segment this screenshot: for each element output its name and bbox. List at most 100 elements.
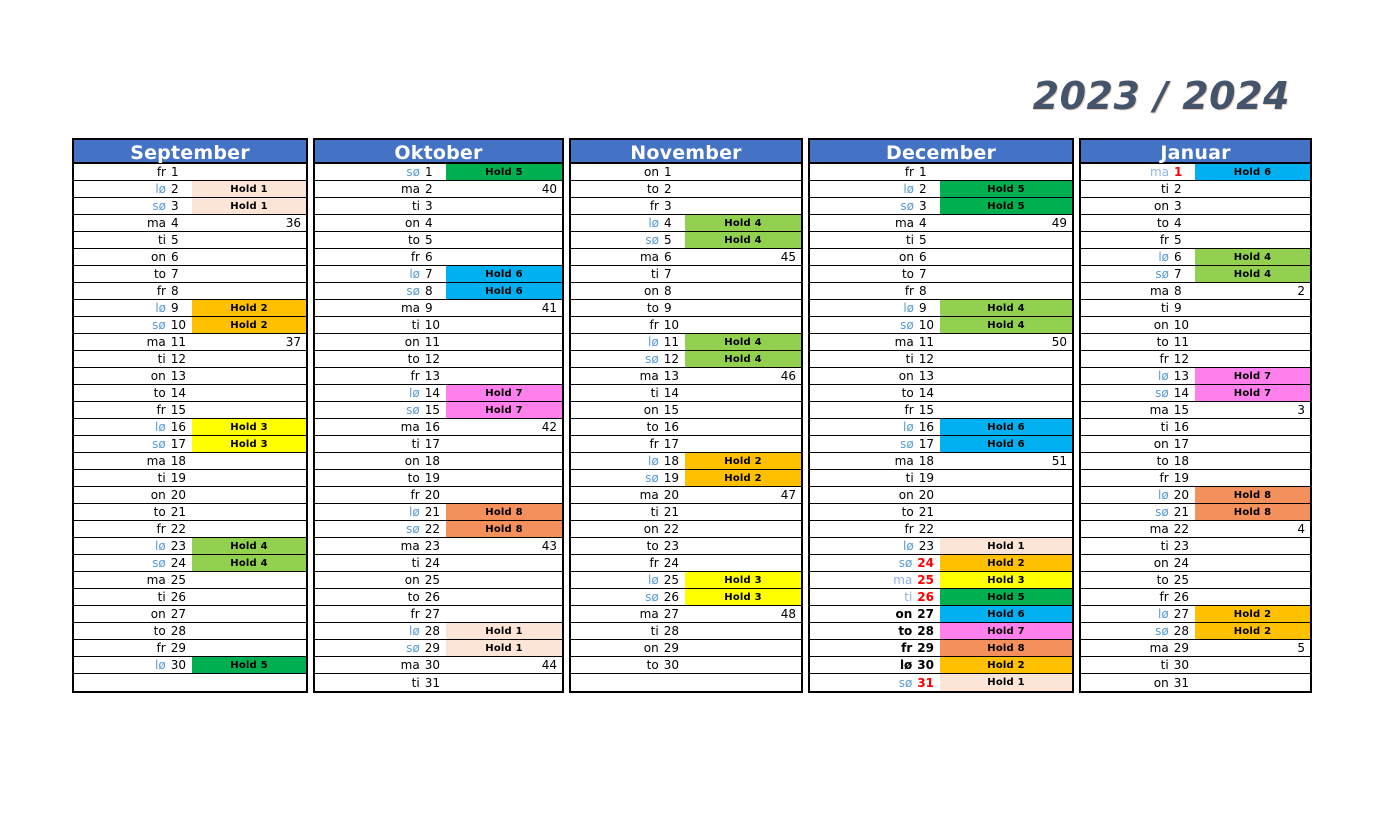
- day-row[interactable]: fr 1: [74, 164, 306, 181]
- day-row[interactable]: to 9: [571, 300, 801, 317]
- day-row[interactable]: fr 3: [571, 198, 801, 215]
- day-row[interactable]: to 23: [571, 538, 801, 555]
- day-row[interactable]: ti 7: [571, 266, 801, 283]
- day-row[interactable]: ma 9 41: [315, 300, 562, 317]
- day-row[interactable]: ti 19: [74, 470, 306, 487]
- day-row[interactable]: lø 13 Hold 7: [1081, 368, 1310, 385]
- day-row[interactable]: fr 22: [74, 521, 306, 538]
- hold-band[interactable]: Hold 2: [685, 453, 801, 469]
- day-row[interactable]: sø 3 Hold 1: [74, 198, 306, 215]
- day-row[interactable]: lø 16 Hold 3: [74, 419, 306, 436]
- hold-band[interactable]: Hold 7: [446, 385, 562, 401]
- hold-band[interactable]: Hold 4: [192, 538, 306, 554]
- day-row[interactable]: sø 3 Hold 5: [810, 198, 1072, 215]
- day-row[interactable]: ti 24: [315, 555, 562, 572]
- day-row[interactable]: ma 11 50: [810, 334, 1072, 351]
- day-row[interactable]: ti 19: [810, 470, 1072, 487]
- day-row[interactable]: fr 17: [571, 436, 801, 453]
- day-row[interactable]: on 3: [1081, 198, 1310, 215]
- hold-band[interactable]: Hold 8: [940, 640, 1072, 656]
- day-row[interactable]: on 29: [571, 640, 801, 657]
- hold-band[interactable]: Hold 4: [685, 215, 801, 231]
- hold-band[interactable]: Hold 5: [446, 164, 562, 180]
- day-row[interactable]: sø 24 Hold 2: [810, 555, 1072, 572]
- hold-band[interactable]: Hold 1: [940, 538, 1072, 554]
- day-row[interactable]: to 18: [1081, 453, 1310, 470]
- day-row[interactable]: ti 10: [315, 317, 562, 334]
- hold-band[interactable]: Hold 4: [192, 555, 306, 571]
- hold-band[interactable]: Hold 6: [940, 436, 1072, 452]
- day-row[interactable]: [74, 674, 306, 691]
- day-row[interactable]: ma 13 46: [571, 368, 801, 385]
- day-row[interactable]: sø 24 Hold 4: [74, 555, 306, 572]
- day-row[interactable]: to 16: [571, 419, 801, 436]
- day-row[interactable]: lø 2 Hold 5: [810, 181, 1072, 198]
- day-row[interactable]: fr 19: [1081, 470, 1310, 487]
- day-row[interactable]: fr 13: [315, 368, 562, 385]
- day-row[interactable]: lø 18 Hold 2: [571, 453, 801, 470]
- day-row[interactable]: fr 20: [315, 487, 562, 504]
- hold-band[interactable]: Hold 2: [685, 470, 801, 486]
- day-row[interactable]: lø 9 Hold 2: [74, 300, 306, 317]
- hold-band[interactable]: Hold 6: [446, 266, 562, 282]
- day-row[interactable]: sø 15 Hold 7: [315, 402, 562, 419]
- day-row[interactable]: on 8: [571, 283, 801, 300]
- day-row[interactable]: fr 8: [810, 283, 1072, 300]
- day-row[interactable]: sø 10 Hold 2: [74, 317, 306, 334]
- day-row[interactable]: lø 7 Hold 6: [315, 266, 562, 283]
- day-row[interactable]: fr 24: [571, 555, 801, 572]
- day-row[interactable]: to 14: [74, 385, 306, 402]
- day-row[interactable]: ma 1 Hold 6: [1081, 164, 1310, 181]
- day-row[interactable]: sø 22 Hold 8: [315, 521, 562, 538]
- day-row[interactable]: ma 30 44: [315, 657, 562, 674]
- day-row[interactable]: to 28: [74, 623, 306, 640]
- hold-band[interactable]: Hold 1: [192, 198, 306, 214]
- day-row[interactable]: on 13: [74, 368, 306, 385]
- day-row[interactable]: on 20: [74, 487, 306, 504]
- day-row[interactable]: on 10: [1081, 317, 1310, 334]
- day-row[interactable]: fr 8: [74, 283, 306, 300]
- day-row[interactable]: ti 26: [74, 589, 306, 606]
- day-row[interactable]: sø 19 Hold 2: [571, 470, 801, 487]
- hold-band[interactable]: Hold 1: [192, 181, 306, 197]
- day-row[interactable]: on 15: [571, 402, 801, 419]
- hold-band[interactable]: Hold 7: [1195, 385, 1310, 401]
- day-row[interactable]: to 26: [315, 589, 562, 606]
- day-row[interactable]: ti 16: [1081, 419, 1310, 436]
- day-row[interactable]: ma 2 40: [315, 181, 562, 198]
- day-row[interactable]: sø 29 Hold 1: [315, 640, 562, 657]
- day-row[interactable]: ti 12: [810, 351, 1072, 368]
- hold-band[interactable]: Hold 6: [940, 606, 1072, 622]
- day-row[interactable]: sø 1 Hold 5: [315, 164, 562, 181]
- hold-band[interactable]: Hold 6: [446, 283, 562, 299]
- day-row[interactable]: to 7: [74, 266, 306, 283]
- day-row[interactable]: on 20: [810, 487, 1072, 504]
- day-row[interactable]: ti 17: [315, 436, 562, 453]
- day-row[interactable]: lø 11 Hold 4: [571, 334, 801, 351]
- day-row[interactable]: [571, 674, 801, 691]
- day-row[interactable]: ma 25 Hold 3: [810, 572, 1072, 589]
- day-row[interactable]: on 17: [1081, 436, 1310, 453]
- day-row[interactable]: lø 2 Hold 1: [74, 181, 306, 198]
- hold-band[interactable]: Hold 7: [1195, 368, 1310, 384]
- day-row[interactable]: ti 2: [1081, 181, 1310, 198]
- day-row[interactable]: on 4: [315, 215, 562, 232]
- day-row[interactable]: ma 18: [74, 453, 306, 470]
- day-row[interactable]: on 1: [571, 164, 801, 181]
- day-row[interactable]: to 11: [1081, 334, 1310, 351]
- day-row[interactable]: ti 28: [571, 623, 801, 640]
- day-row[interactable]: fr 6: [315, 249, 562, 266]
- hold-band[interactable]: Hold 4: [940, 317, 1072, 333]
- day-row[interactable]: to 25: [1081, 572, 1310, 589]
- day-row[interactable]: sø 28 Hold 2: [1081, 623, 1310, 640]
- day-row[interactable]: to 12: [315, 351, 562, 368]
- day-row[interactable]: to 19: [315, 470, 562, 487]
- day-row[interactable]: sø 12 Hold 4: [571, 351, 801, 368]
- day-row[interactable]: fr 15: [74, 402, 306, 419]
- hold-band[interactable]: Hold 1: [446, 640, 562, 656]
- day-row[interactable]: sø 21 Hold 8: [1081, 504, 1310, 521]
- day-row[interactable]: ma 29 5: [1081, 640, 1310, 657]
- hold-band[interactable]: Hold 4: [685, 232, 801, 248]
- day-row[interactable]: lø 23 Hold 4: [74, 538, 306, 555]
- day-row[interactable]: ma 11 37: [74, 334, 306, 351]
